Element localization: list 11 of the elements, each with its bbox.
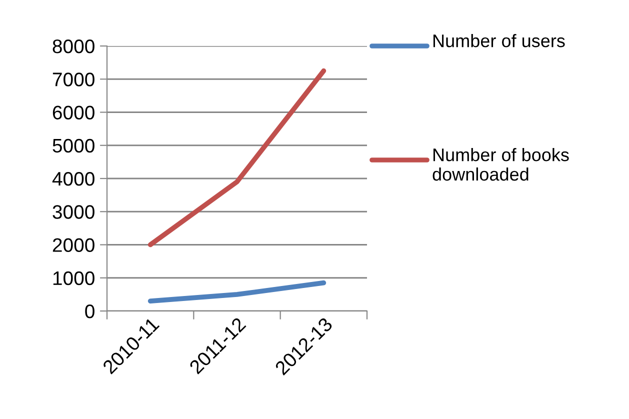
y-tick-label: 0 xyxy=(85,304,94,318)
y-tick-label: 8000 xyxy=(52,39,94,54)
y-tick-label: 1000 xyxy=(53,271,94,286)
y-tick-label: 3000 xyxy=(52,205,94,219)
legend-label: Number of books downloaded xyxy=(432,148,569,181)
y-tick-label: 2000 xyxy=(52,238,94,252)
y-tick-label: 5000 xyxy=(52,138,94,153)
y-tick-label: 4000 xyxy=(52,172,94,186)
legend-label: Number of users xyxy=(433,34,565,48)
y-tick-label: 7000 xyxy=(52,72,94,86)
y-tick-label: 6000 xyxy=(52,106,94,120)
